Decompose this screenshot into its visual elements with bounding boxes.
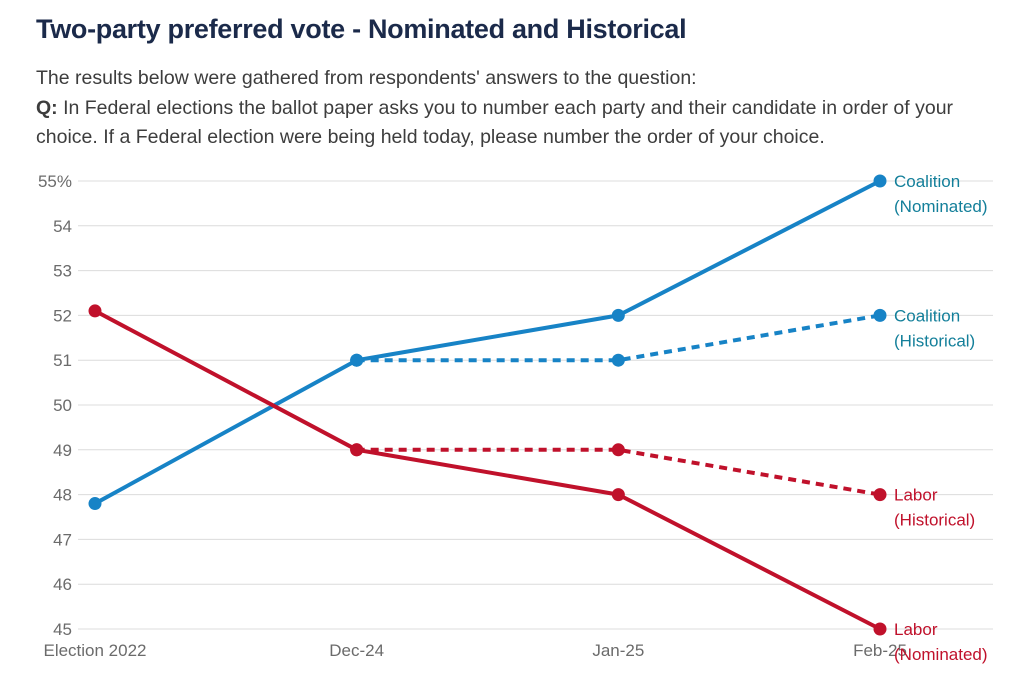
point-labor-historical-feb-25 <box>873 488 887 502</box>
y-tick-label-49: 49 <box>53 441 72 460</box>
y-tick-label-55: 55% <box>38 172 72 191</box>
y-tick-label-52: 52 <box>53 306 72 325</box>
y-tick-label-46: 46 <box>53 575 72 594</box>
series-label-line: Labor <box>894 486 938 505</box>
question-body: In Federal elections the ballot paper as… <box>36 96 954 149</box>
y-tick-label-51: 51 <box>53 351 72 370</box>
y-tick-label-54: 54 <box>53 217 72 236</box>
series-label-line: Labor <box>894 620 938 639</box>
chart-title: Two-party preferred vote - Nominated and… <box>36 14 687 44</box>
point-coalition-historical-jan-25 <box>611 353 625 367</box>
gridlines <box>78 180 993 630</box>
series-label-line: (Nominated) <box>894 645 988 664</box>
point-coalition-historical-dec-24 <box>350 353 364 367</box>
series-label-labor-nominated: Labor (Nominated) <box>894 620 988 664</box>
point-coalition-historical-feb-25 <box>873 308 887 322</box>
series-labels: Coalition (Nominated) Coalition (Historical… <box>894 172 988 664</box>
x-tick-label-election-2022: Election 2022 <box>43 641 146 660</box>
y-tick-label-47: 47 <box>53 530 72 549</box>
series-label-coalition-nominated: Coalition (Nominated) <box>894 172 988 216</box>
point-labor-nominated-feb-25 <box>873 622 887 636</box>
question-text: Q: In Federal elections the ballot paper… <box>36 94 1016 153</box>
y-tick-label-50: 50 <box>53 396 72 415</box>
y-axis-tick-labels: 55% 54 53 52 51 50 49 48 47 46 45 <box>38 172 72 639</box>
series-label-line: Coalition <box>894 172 960 191</box>
series-label-line: (Historical) <box>894 331 975 350</box>
series-line-labor-nominated <box>94 309 881 631</box>
series-points <box>88 174 887 636</box>
series-lines <box>94 179 881 631</box>
y-tick-label-48: 48 <box>53 486 72 505</box>
point-coalition-nominated-feb-25 <box>873 174 887 188</box>
point-labor-nominated-election-2022 <box>88 304 102 318</box>
x-axis-tick-labels: Election 2022 Dec-24 Jan-25 Feb-25 <box>43 641 906 660</box>
point-labor-nominated-jan-25 <box>611 488 625 502</box>
x-tick-label-feb-25: Feb-25 <box>853 641 907 660</box>
x-tick-label-jan-25: Jan-25 <box>592 641 644 660</box>
point-labor-historical-jan-25 <box>611 443 625 457</box>
point-coalition-nominated-jan-25 <box>611 308 625 322</box>
series-label-coalition-historical: Coalition (Historical) <box>894 306 975 350</box>
intro-text: The results below were gathered from res… <box>36 67 697 89</box>
series-line-labor-historical <box>356 447 881 497</box>
question-prefix: Q: <box>36 96 58 119</box>
series-label-line: (Historical) <box>894 511 975 530</box>
y-tick-label-53: 53 <box>53 262 72 281</box>
series-label-line: (Nominated) <box>894 197 988 216</box>
point-coalition-nominated-election-2022 <box>88 497 102 511</box>
point-labor-nominated-dec-24 <box>350 443 364 457</box>
series-line-coalition-nominated <box>94 179 881 506</box>
series-label-line: Coalition <box>894 306 960 325</box>
series-line-coalition-historical <box>356 313 881 363</box>
series-label-labor-historical: Labor (Historical) <box>894 486 975 530</box>
y-tick-label-45: 45 <box>53 620 72 639</box>
x-tick-label-dec-24: Dec-24 <box>329 641 384 660</box>
chart-description: The results below were gathered from res… <box>36 64 1016 153</box>
